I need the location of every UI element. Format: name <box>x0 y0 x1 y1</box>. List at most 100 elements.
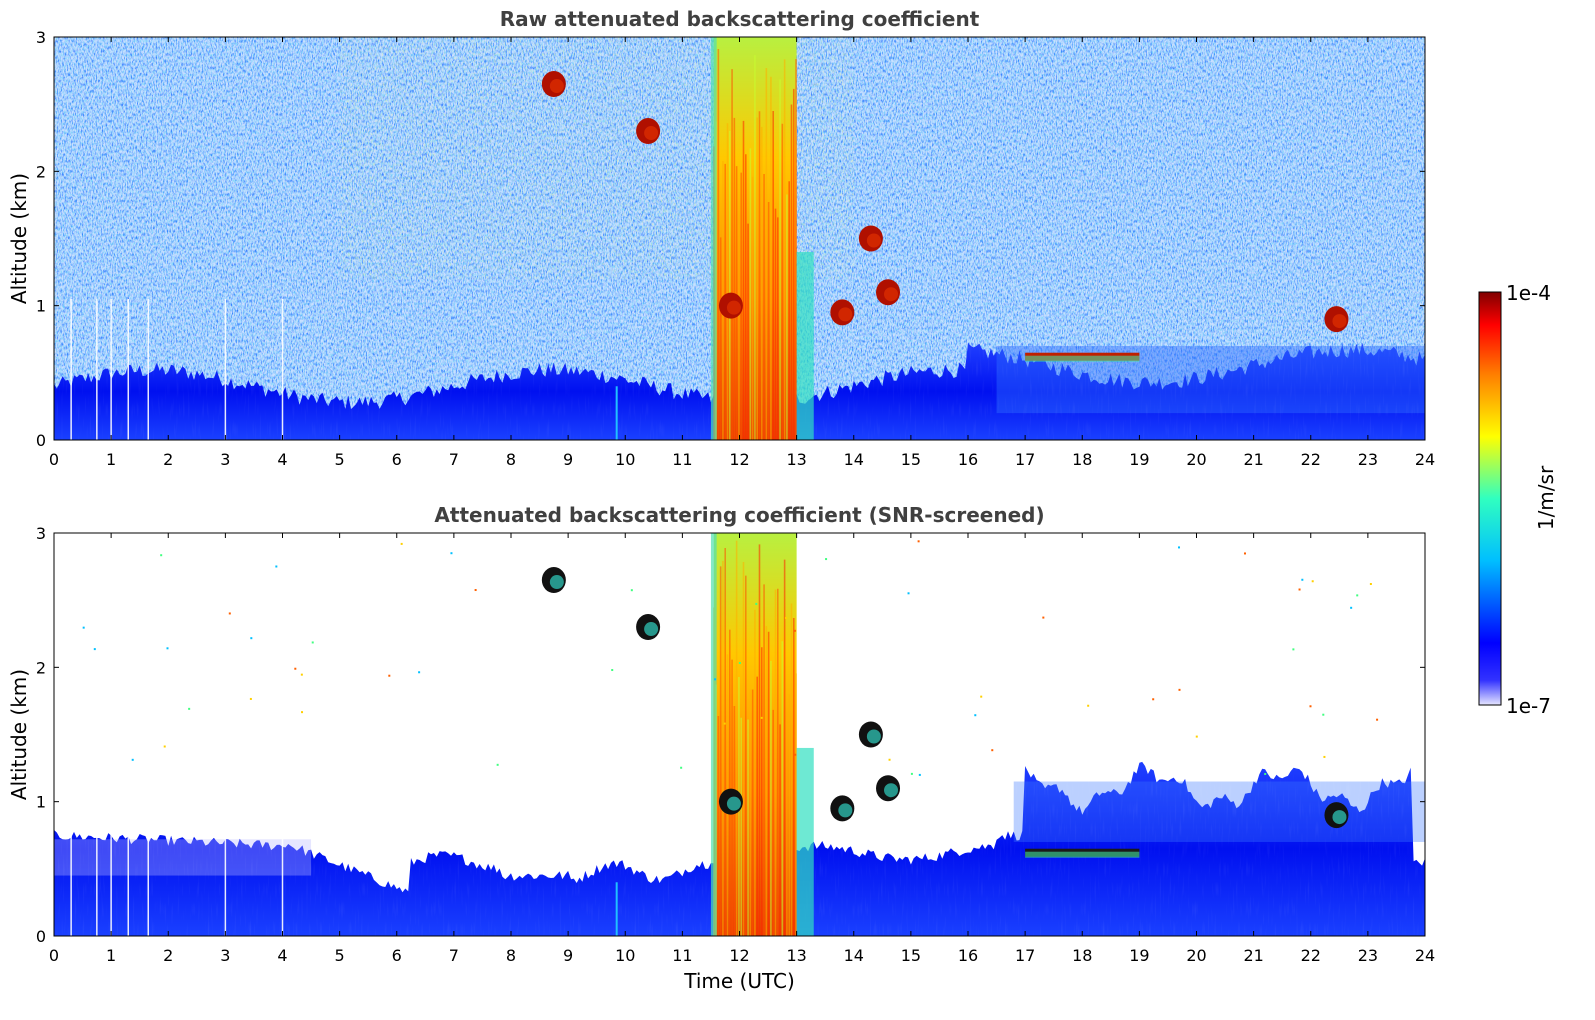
x-tick-label: 19 <box>1129 946 1149 965</box>
x-tick-label: 0 <box>49 946 59 965</box>
speck <box>228 612 231 615</box>
x-tick-label: 2 <box>163 946 173 965</box>
speck <box>131 758 134 761</box>
speck <box>1152 698 1155 701</box>
speck <box>1178 546 1181 549</box>
x-tick-label: 3 <box>220 946 230 965</box>
x-tick-label: 9 <box>563 946 573 965</box>
colorbar-max-label: 1e-4 <box>1506 281 1551 305</box>
speck <box>714 678 717 681</box>
x-axis-label: Time (UTC) <box>683 969 795 993</box>
x-tick-label: 8 <box>506 450 516 469</box>
speck <box>163 745 166 748</box>
cloud-core <box>644 622 659 637</box>
panel-2: Attenuated backscattering coefficient (S… <box>7 503 1435 993</box>
colorbar: 1e-4 1e-7 1/m/sr <box>1478 281 1558 718</box>
x-tick-label: 10 <box>615 946 635 965</box>
x-tick-label: 9 <box>563 450 573 469</box>
x-tick-label: 11 <box>672 946 692 965</box>
speck <box>166 647 169 650</box>
y-axis: 0 1 2 3 <box>36 524 1425 946</box>
x-tick-label: 7 <box>449 946 459 965</box>
speck <box>188 707 191 710</box>
speck <box>1376 718 1379 721</box>
cloud-core <box>838 803 853 818</box>
precipitation-tail <box>796 747 814 936</box>
x-tick-label: 22 <box>1301 450 1321 469</box>
speck <box>1178 688 1181 691</box>
colorbar-gradient <box>1478 291 1502 706</box>
colorbar-unit-label: 1/m/sr <box>1534 465 1558 530</box>
cloud-core <box>866 729 881 744</box>
cloud-layer-base <box>1025 355 1140 362</box>
y-tick-label: 2 <box>36 162 46 181</box>
speck <box>1323 755 1326 758</box>
speck <box>784 616 787 619</box>
speck <box>275 565 278 568</box>
x-tick-label: 5 <box>335 946 345 965</box>
speck <box>1356 594 1359 597</box>
speck <box>910 772 913 775</box>
speck <box>1350 606 1353 609</box>
speck <box>1292 648 1295 651</box>
speck <box>250 637 253 640</box>
y-tick-label: 1 <box>36 793 46 812</box>
y-axis-label: Altitude (km) <box>7 669 31 800</box>
cloud-core <box>1332 314 1347 329</box>
speck <box>301 711 304 714</box>
speck <box>1298 588 1301 591</box>
speck <box>611 669 614 672</box>
speck <box>1195 735 1198 738</box>
x-tick-label: 6 <box>392 946 402 965</box>
panel-title: Attenuated backscattering coefficient (S… <box>434 503 1044 527</box>
speck <box>474 589 477 592</box>
heatmap-area <box>54 37 1425 440</box>
x-tick-label: 17 <box>1015 946 1035 965</box>
speck <box>974 714 977 717</box>
cloud-core <box>1332 810 1347 825</box>
cloud-core <box>644 126 659 141</box>
speck <box>630 589 633 592</box>
speck <box>755 602 758 605</box>
heatmap-area <box>54 533 1425 936</box>
speck <box>760 716 763 719</box>
x-tick-label: 5 <box>335 450 345 469</box>
panel-title: Raw attenuated backscattering coefficien… <box>500 7 980 31</box>
cloud-core <box>726 796 741 811</box>
speck <box>82 626 85 629</box>
y-tick-label: 2 <box>36 658 46 677</box>
precipitation-edge <box>710 37 717 440</box>
speck <box>294 667 297 670</box>
speck <box>907 592 910 595</box>
y-tick-label: 0 <box>36 431 46 450</box>
speck <box>738 661 741 664</box>
x-tick-label: 23 <box>1358 946 1378 965</box>
speck <box>418 671 421 674</box>
speck <box>1301 578 1304 581</box>
speck <box>1311 580 1314 583</box>
x-tick-label: 20 <box>1186 946 1206 965</box>
cloud-core <box>866 233 881 248</box>
speck <box>1243 552 1246 555</box>
x-tick-label: 16 <box>958 946 978 965</box>
speck <box>160 554 163 557</box>
x-tick-label: 2 <box>163 450 173 469</box>
x-tick-label: 21 <box>1243 450 1263 469</box>
y-axis: 0 1 2 3 <box>36 28 1425 450</box>
x-tick-label: 13 <box>786 450 806 469</box>
speck <box>1087 704 1090 707</box>
x-tick-label: 14 <box>844 450 864 469</box>
x-tick-label: 23 <box>1358 450 1378 469</box>
cloud-core <box>884 783 899 798</box>
speck <box>793 629 796 632</box>
cloud-core <box>884 287 899 302</box>
precipitation-tail <box>796 251 814 440</box>
x-tick-label: 1 <box>106 946 116 965</box>
x-tick-label: 18 <box>1072 450 1092 469</box>
x-tick-label: 7 <box>449 450 459 469</box>
y-tick-label: 0 <box>36 927 46 946</box>
x-tick-label: 20 <box>1186 450 1206 469</box>
x-tick-label: 15 <box>901 450 921 469</box>
x-tick-label: 15 <box>901 946 921 965</box>
x-axis: 0 1 2 3 4 5 6 7 8 9 10 11 12 13 14 15 16 17 18 19 20 21 22 23 24 <box>49 37 1435 469</box>
